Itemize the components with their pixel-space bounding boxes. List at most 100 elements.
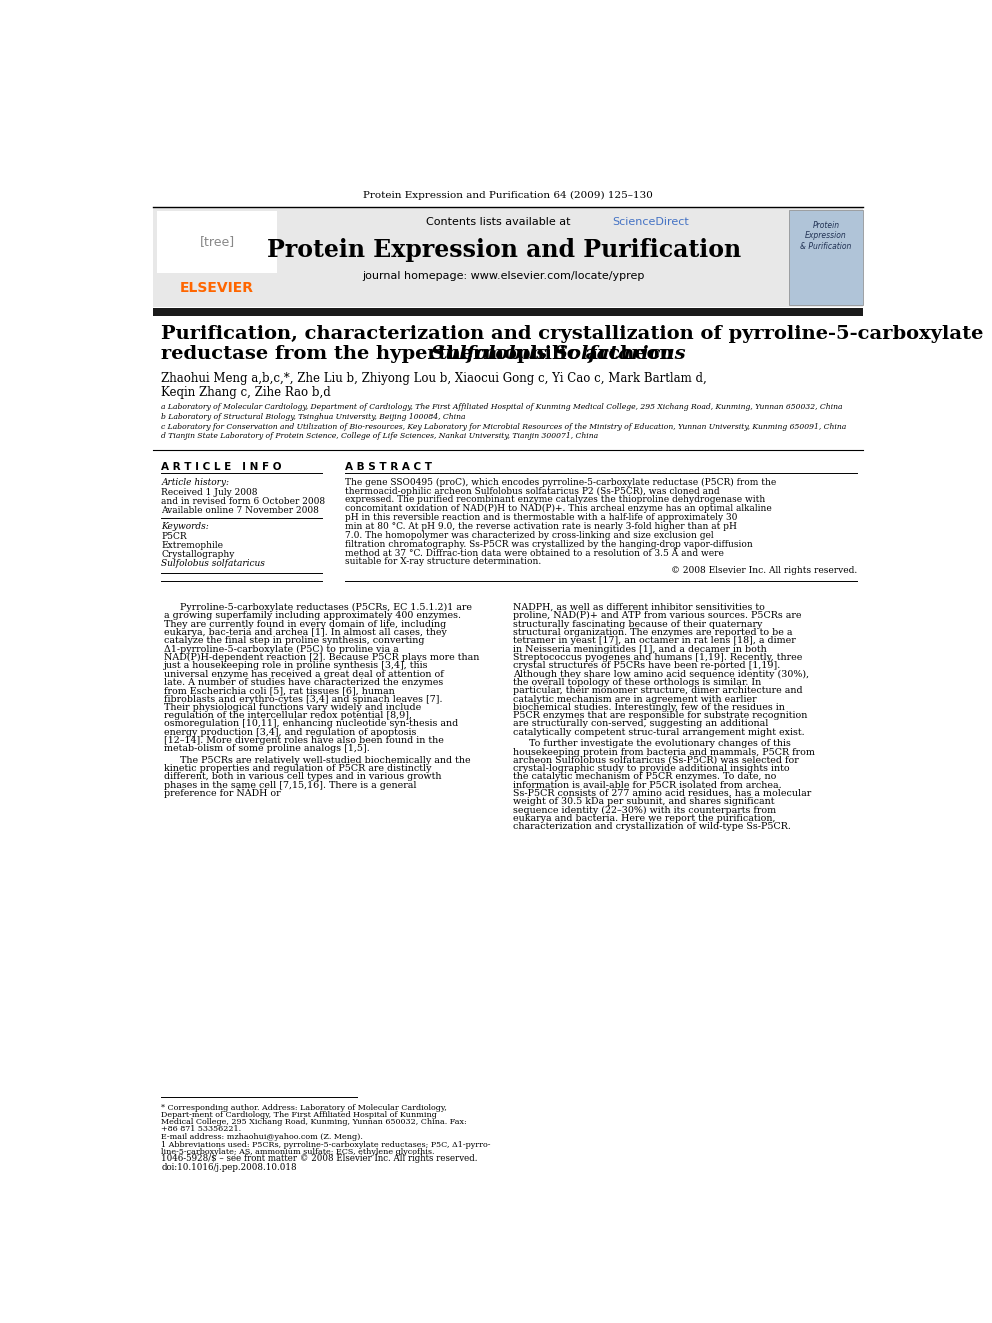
Text: a growing superfamily including approximately 400 enzymes.: a growing superfamily including approxim… xyxy=(165,611,461,620)
Text: biochemical studies. Interestingly, few of the residues in: biochemical studies. Interestingly, few … xyxy=(513,703,785,712)
Text: +86 871 53356221.: +86 871 53356221. xyxy=(161,1125,241,1132)
Text: catalyze the final step in proline synthesis, converting: catalyze the final step in proline synth… xyxy=(165,636,425,646)
Text: A B S T R A C T: A B S T R A C T xyxy=(345,462,432,472)
Text: NADPH, as well as different inhibitor sensitivities to: NADPH, as well as different inhibitor se… xyxy=(513,603,765,613)
Text: NAD(P)H-dependent reaction [2]. Because P5CR plays more than: NAD(P)H-dependent reaction [2]. Because … xyxy=(165,654,480,662)
Text: weight of 30.5 kDa per subunit, and shares significant: weight of 30.5 kDa per subunit, and shar… xyxy=(513,798,775,807)
Bar xyxy=(154,208,863,307)
Text: line-5-carboxylate; AS, ammonium sulfate; ECS, ethylene glycofhis.: line-5-carboxylate; AS, ammonium sulfate… xyxy=(161,1148,434,1156)
Text: c Laboratory for Conservation and Utilization of Bio-resources, Key Laboratory f: c Laboratory for Conservation and Utiliz… xyxy=(161,423,846,431)
Text: They are currently found in every domain of life, including: They are currently found in every domain… xyxy=(165,619,446,628)
Text: © 2008 Elsevier Inc. All rights reserved.: © 2008 Elsevier Inc. All rights reserved… xyxy=(671,566,857,576)
Text: Contents lists available at: Contents lists available at xyxy=(427,217,574,228)
Text: regulation of the intercellular redox potential [8,9],: regulation of the intercellular redox po… xyxy=(165,712,413,720)
Bar xyxy=(157,212,277,273)
Text: late. A number of studies have characterized the enzymes: late. A number of studies have character… xyxy=(165,677,443,687)
Text: and in revised form 6 October 2008: and in revised form 6 October 2008 xyxy=(161,497,325,505)
Text: [12–14]. More divergent roles have also been found in the: [12–14]. More divergent roles have also … xyxy=(165,736,444,745)
Text: particular, their monomer structure, dimer architecture and: particular, their monomer structure, dim… xyxy=(513,687,803,695)
Text: E-mail address: mzhaohui@yahoo.com (Z. Meng).: E-mail address: mzhaohui@yahoo.com (Z. M… xyxy=(161,1132,363,1140)
Text: The gene SSO0495 (proC), which encodes pyrroline-5-carboxylate reductase (P5CR) : The gene SSO0495 (proC), which encodes p… xyxy=(345,478,776,487)
Text: tetramer in yeast [17], an octamer in rat lens [18], a dimer: tetramer in yeast [17], an octamer in ra… xyxy=(513,636,796,646)
Text: Extremophile: Extremophile xyxy=(161,541,223,550)
Text: ScienceDirect: ScienceDirect xyxy=(612,217,689,228)
Text: filtration chromatography. Ss-P5CR was crystallized by the hanging-drop vapor-di: filtration chromatography. Ss-P5CR was c… xyxy=(345,540,753,549)
Bar xyxy=(154,308,863,316)
Text: Received 1 July 2008: Received 1 July 2008 xyxy=(161,488,258,496)
Text: P5CR enzymes that are responsible for substrate recognition: P5CR enzymes that are responsible for su… xyxy=(513,712,807,720)
Text: preference for NADH or: preference for NADH or xyxy=(165,789,281,798)
Text: P5CR: P5CR xyxy=(161,532,186,541)
Text: eukarya, bac-teria and archea [1]. In almost all cases, they: eukarya, bac-teria and archea [1]. In al… xyxy=(165,628,447,636)
Text: 1 Abbreviations used: P5CRs, pyrroline-5-carboxylate reductases; P5C, Δ1-pyrro-: 1 Abbreviations used: P5CRs, pyrroline-5… xyxy=(161,1142,491,1150)
Text: sequence identity (22–30%) with its counterparts from: sequence identity (22–30%) with its coun… xyxy=(513,806,776,815)
Text: fibroblasts and erythro-cytes [3,4] and spinach leaves [7].: fibroblasts and erythro-cytes [3,4] and … xyxy=(165,695,442,704)
Text: crystal-lographic study to provide additional insights into: crystal-lographic study to provide addit… xyxy=(513,765,790,773)
Text: Medical College, 295 Xichang Road, Kunming, Yunnan 650032, China. Fax:: Medical College, 295 Xichang Road, Kunmi… xyxy=(161,1118,467,1126)
Text: Available online 7 November 2008: Available online 7 November 2008 xyxy=(161,507,319,515)
Text: from Escherichia coli [5], rat tissues [6], human: from Escherichia coli [5], rat tissues [… xyxy=(165,687,395,695)
Text: Sulfolobus Solfataricus: Sulfolobus Solfataricus xyxy=(432,344,686,363)
Text: [tree]: [tree] xyxy=(199,235,234,249)
Text: Keywords:: Keywords: xyxy=(161,521,209,531)
Text: kinetic properties and regulation of P5CR are distinctly: kinetic properties and regulation of P5C… xyxy=(165,765,432,773)
Text: d Tianjin State Laboratory of Protein Science, College of Life Sciences, Nankai : d Tianjin State Laboratory of Protein Sc… xyxy=(161,433,598,441)
Text: a Laboratory of Molecular Cardiology, Department of Cardiology, The First Affili: a Laboratory of Molecular Cardiology, De… xyxy=(161,404,842,411)
Text: eukarya and bacteria. Here we report the purification,: eukarya and bacteria. Here we report the… xyxy=(513,814,776,823)
Text: Ss-P5CR consists of 277 amino acid residues, has a molecular: Ss-P5CR consists of 277 amino acid resid… xyxy=(513,789,811,798)
Text: osmoregulation [10,11], enhancing nucleotide syn-thesis and: osmoregulation [10,11], enhancing nucleo… xyxy=(165,720,458,729)
Text: Crystallography: Crystallography xyxy=(161,550,234,560)
Text: characterization and crystallization of wild-type Ss-P5CR.: characterization and crystallization of … xyxy=(513,823,791,831)
Text: crystal structures of P5CRs have been re-ported [1,19].: crystal structures of P5CRs have been re… xyxy=(513,662,781,671)
Text: reductase from the hyperthermophilic archeon: reductase from the hyperthermophilic arc… xyxy=(161,344,681,363)
Text: Depart-ment of Cardiology, The First Affiliated Hospital of Kunming: Depart-ment of Cardiology, The First Aff… xyxy=(161,1111,437,1119)
Text: universal enzyme has received a great deal of attention of: universal enzyme has received a great de… xyxy=(165,669,444,679)
Text: Protein
Expression
& Purification: Protein Expression & Purification xyxy=(801,221,852,250)
Text: Purification, characterization and crystallization of pyrroline-5-carboxylate: Purification, characterization and cryst… xyxy=(161,325,984,344)
Text: method at 37 °C. Diffrac-tion data were obtained to a resolution of 3.5 Å and we: method at 37 °C. Diffrac-tion data were … xyxy=(345,549,724,557)
Text: Protein Expression and Purification: Protein Expression and Purification xyxy=(267,238,741,262)
Text: phases in the same cell [7,15,16]. There is a general: phases in the same cell [7,15,16]. There… xyxy=(165,781,417,790)
Text: are structurally con-served, suggesting an additional: are structurally con-served, suggesting … xyxy=(513,720,769,729)
Text: min at 80 °C. At pH 9.0, the reverse activation rate is nearly 3-fold higher tha: min at 80 °C. At pH 9.0, the reverse act… xyxy=(345,523,737,531)
Text: * Corresponding author. Address: Laboratory of Molecular Cardiology,: * Corresponding author. Address: Laborat… xyxy=(161,1105,447,1113)
Text: catalytically competent struc-tural arrangement might exist.: catalytically competent struc-tural arra… xyxy=(513,728,805,737)
Text: A R T I C L E   I N F O: A R T I C L E I N F O xyxy=(161,462,282,472)
Text: Pyrroline-5-carboxylate reductases (P5CRs, EC 1.5.1.2)1 are: Pyrroline-5-carboxylate reductases (P5CR… xyxy=(180,603,472,613)
Text: Zhaohui Meng a,b,c,*, Zhe Liu b, Zhiyong Lou b, Xiaocui Gong c, Yi Cao c, Mark B: Zhaohui Meng a,b,c,*, Zhe Liu b, Zhiyong… xyxy=(161,372,707,385)
Text: To further investigate the evolutionary changes of this: To further investigate the evolutionary … xyxy=(529,740,791,749)
Text: catalytic mechanism are in agreement with earlier: catalytic mechanism are in agreement wit… xyxy=(513,695,757,704)
Text: the overall topology of these orthologs is similar. In: the overall topology of these orthologs … xyxy=(513,677,761,687)
Text: proline, NAD(P)+ and ATP from various sources. P5CRs are: proline, NAD(P)+ and ATP from various so… xyxy=(513,611,802,620)
Text: The P5CRs are relatively well-studied biochemically and the: The P5CRs are relatively well-studied bi… xyxy=(180,755,470,765)
Text: b Laboratory of Structural Biology, Tsinghua University, Beijing 100084, China: b Laboratory of Structural Biology, Tsin… xyxy=(161,413,465,421)
Text: housekeeping protein from bacteria and mammals, P5CR from: housekeeping protein from bacteria and m… xyxy=(513,747,814,757)
Text: energy production [3,4], and regulation of apoptosis: energy production [3,4], and regulation … xyxy=(165,728,417,737)
Text: pH in this reversible reaction and is thermostable with a half-life of approxima: pH in this reversible reaction and is th… xyxy=(345,513,737,523)
Text: thermoacid-ophilic archeon Sulfolobus solfataricus P2 (Ss-P5CR), was cloned and: thermoacid-ophilic archeon Sulfolobus so… xyxy=(345,487,719,496)
Text: just a housekeeping role in proline synthesis [3,4], this: just a housekeeping role in proline synt… xyxy=(165,662,429,671)
Text: ELSEVIER: ELSEVIER xyxy=(180,280,254,295)
Text: structural organization. The enzymes are reported to be a: structural organization. The enzymes are… xyxy=(513,628,793,636)
Text: doi:10.1016/j.pep.2008.10.018: doi:10.1016/j.pep.2008.10.018 xyxy=(161,1163,297,1172)
Text: Δ1-pyrroline-5-carboxylate (P5C) to proline via a: Δ1-pyrroline-5-carboxylate (P5C) to prol… xyxy=(165,644,399,654)
Text: different, both in various cell types and in various growth: different, both in various cell types an… xyxy=(165,773,441,782)
Text: suitable for X-ray structure determination.: suitable for X-ray structure determinati… xyxy=(345,557,541,566)
Text: archeon Sulfolobus solfataricus (Ss-P5CR) was selected for: archeon Sulfolobus solfataricus (Ss-P5CR… xyxy=(513,755,799,765)
Text: metab-olism of some proline analogs [1,5].: metab-olism of some proline analogs [1,5… xyxy=(165,745,370,753)
Text: in Neisseria meningitides [1], and a decamer in both: in Neisseria meningitides [1], and a dec… xyxy=(513,644,767,654)
Text: concomitant oxidation of NAD(P)H to NAD(P)+. This archeal enzyme has an optimal : concomitant oxidation of NAD(P)H to NAD(… xyxy=(345,504,772,513)
Text: Streptococcus pyogenes and humans [1,19]. Recently, three: Streptococcus pyogenes and humans [1,19]… xyxy=(513,654,803,662)
Text: expressed. The purified recombinant enzyme catalyzes the thioproline dehydrogena: expressed. The purified recombinant enzy… xyxy=(345,495,765,504)
Text: 1046-5928/$ – see front matter © 2008 Elsevier Inc. All rights reserved.: 1046-5928/$ – see front matter © 2008 El… xyxy=(161,1154,478,1163)
Text: 7.0. The homopolymer was characterized by cross-linking and size exclusion gel: 7.0. The homopolymer was characterized b… xyxy=(345,531,713,540)
Text: journal homepage: www.elsevier.com/locate/yprep: journal homepage: www.elsevier.com/locat… xyxy=(362,271,645,280)
Text: Protein Expression and Purification 64 (2009) 125–130: Protein Expression and Purification 64 (… xyxy=(363,191,654,200)
Text: Their physiological functions vary widely and include: Their physiological functions vary widel… xyxy=(165,703,422,712)
Text: Keqin Zhang c, Zihe Rao b,d: Keqin Zhang c, Zihe Rao b,d xyxy=(161,385,331,398)
Text: Although they share low amino acid sequence identity (30%),: Although they share low amino acid seque… xyxy=(513,669,809,679)
Text: information is avail-able for P5CR isolated from archea.: information is avail-able for P5CR isola… xyxy=(513,781,782,790)
Bar xyxy=(789,209,863,306)
Text: Sulfolobus solfataricus: Sulfolobus solfataricus xyxy=(161,560,265,569)
Text: Article history:: Article history: xyxy=(161,478,229,487)
